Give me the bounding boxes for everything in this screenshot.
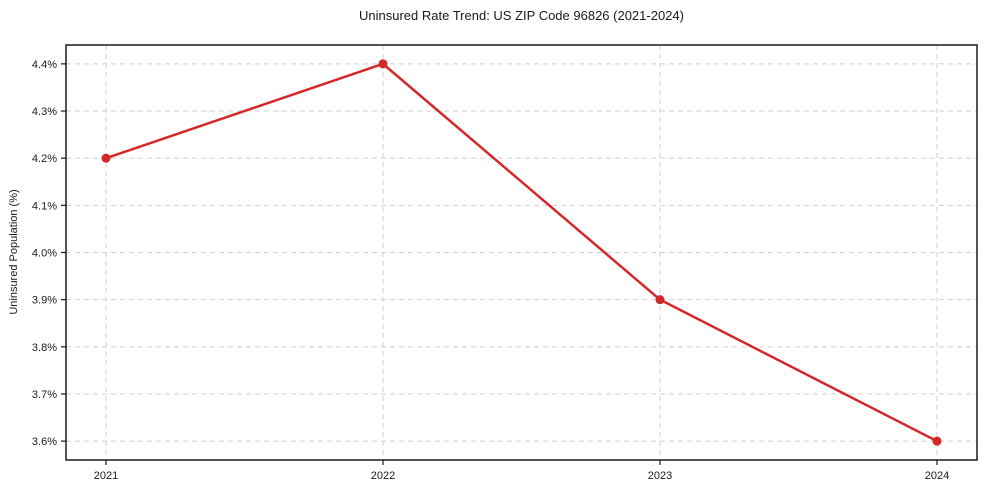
data-point[interactable] (932, 436, 942, 446)
data-line (104, 62, 939, 443)
y-tick-label: 3.9% (32, 295, 57, 307)
y-tick-label: 4.0% (32, 248, 57, 260)
y-tick-label: 4.1% (32, 200, 57, 212)
x-tick-label: 2024 (925, 470, 949, 482)
data-point[interactable] (378, 59, 388, 69)
y-tick-label: 3.7% (32, 389, 57, 401)
y-tick-label: 4.3% (32, 106, 57, 118)
y-tick-label: 3.6% (32, 436, 57, 448)
y-tick-label: 4.4% (32, 59, 57, 71)
chart-title: Uninsured Rate Trend: US ZIP Code 96826 … (359, 8, 684, 23)
y-tick-label: 4.2% (32, 153, 57, 165)
y-tick-label: 3.8% (32, 342, 57, 354)
x-tick-label: 2021 (94, 470, 118, 482)
x-tick-label: 2022 (371, 470, 395, 482)
data-point[interactable] (101, 153, 111, 163)
x-tick-label: 2023 (648, 470, 672, 482)
data-point[interactable] (655, 295, 665, 305)
